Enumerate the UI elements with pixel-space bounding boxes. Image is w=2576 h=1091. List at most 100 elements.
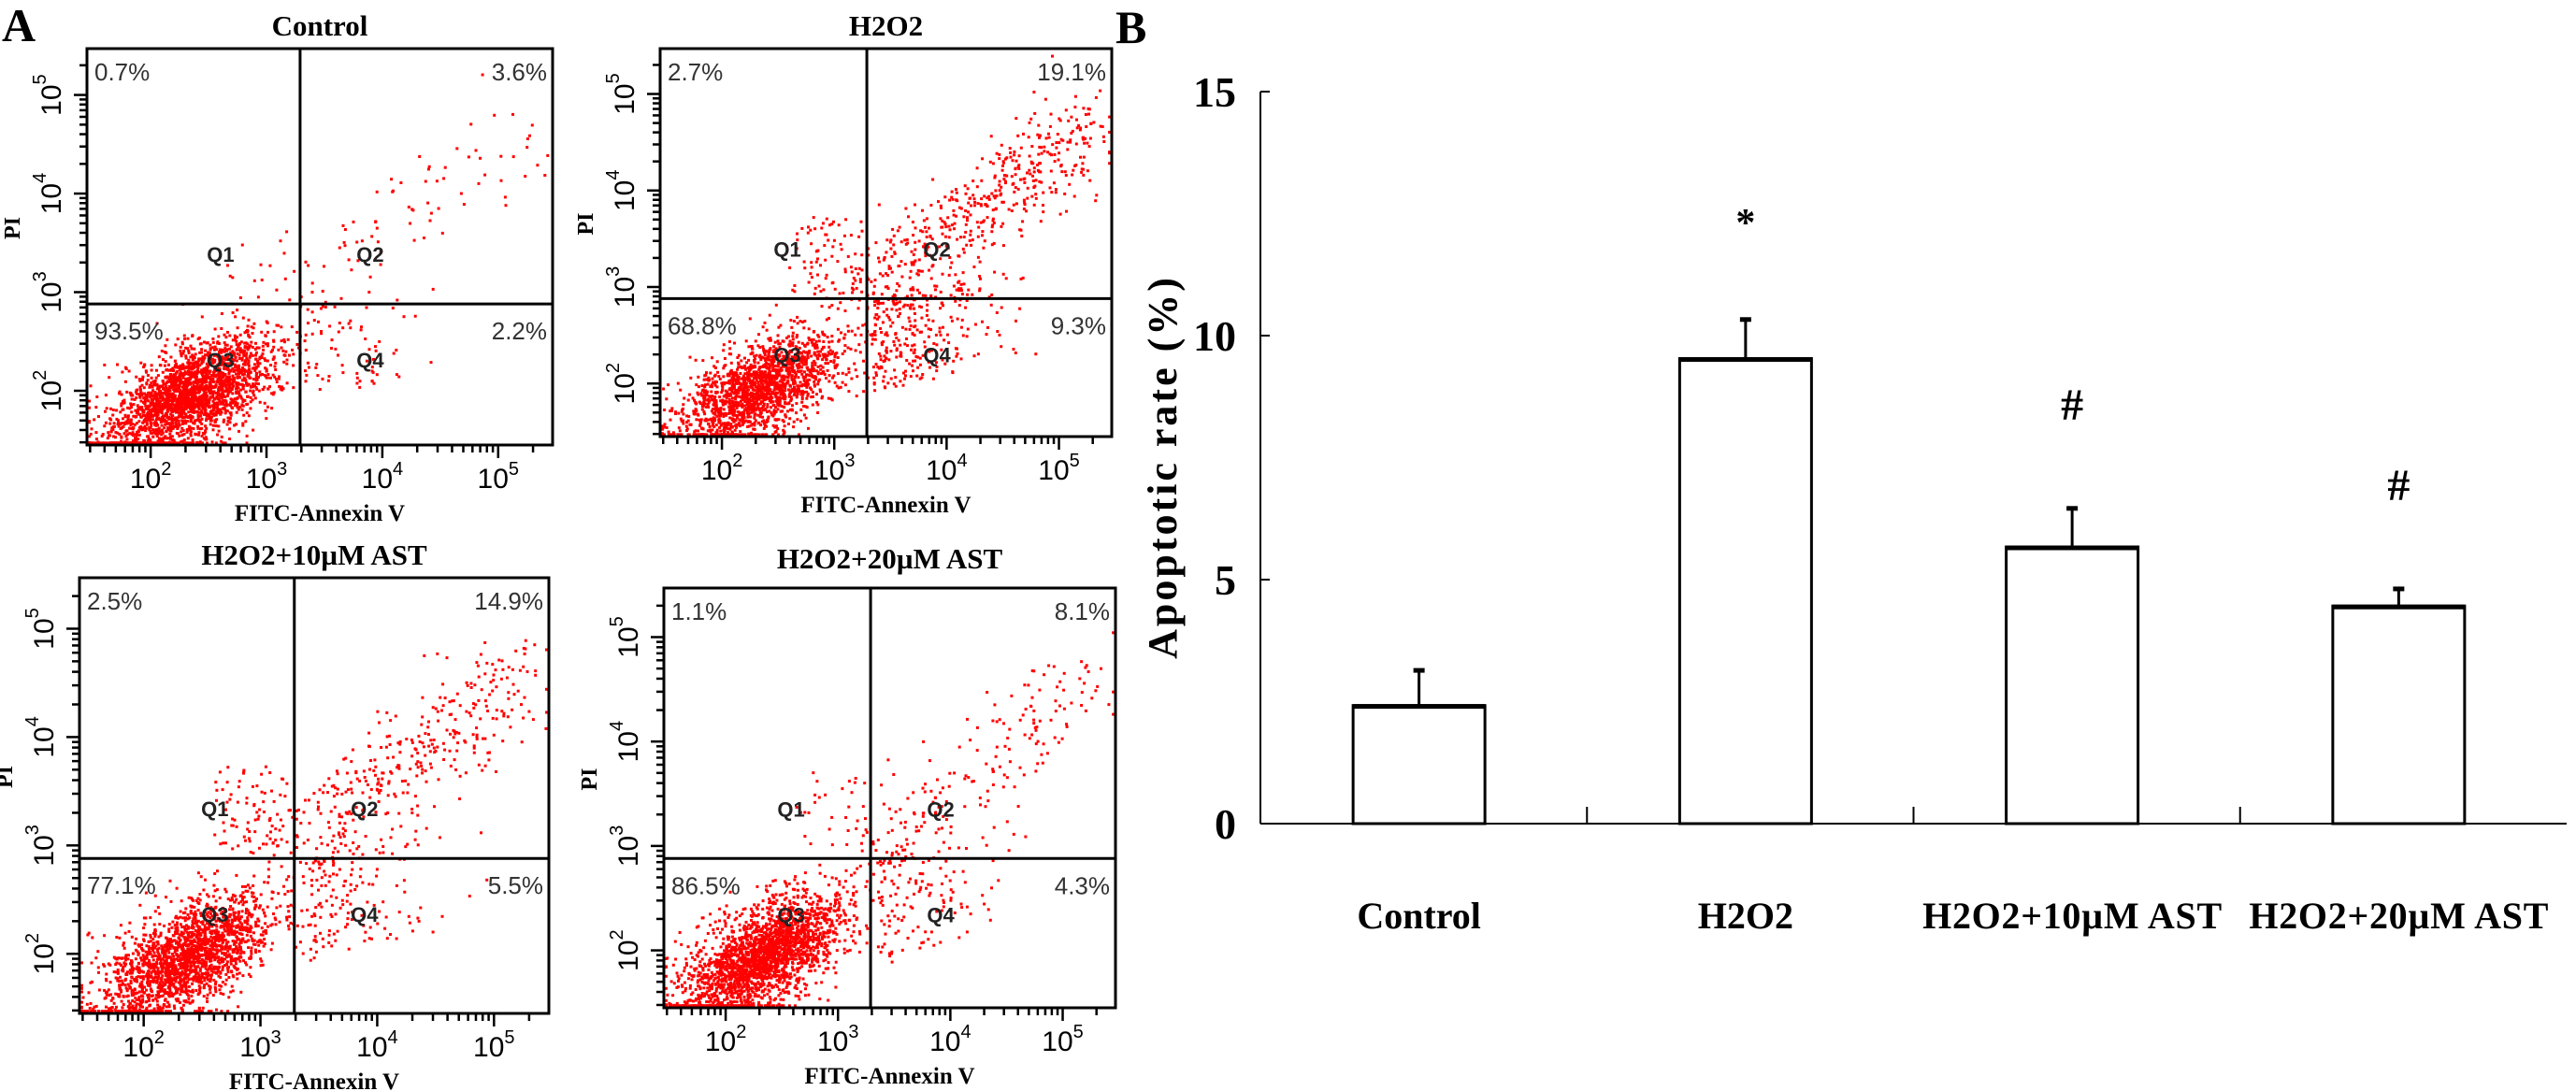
- event-dot: [242, 352, 245, 355]
- event-dot: [955, 214, 957, 218]
- event-dot: [899, 343, 902, 347]
- event-dot: [799, 369, 803, 373]
- event-dot: [668, 433, 671, 437]
- event-dot: [811, 375, 814, 379]
- event-dot: [499, 179, 503, 182]
- event-dot: [1082, 167, 1085, 171]
- event-dot: [192, 409, 195, 413]
- event-dot: [769, 347, 772, 351]
- event-dot: [737, 413, 741, 417]
- event-dot: [193, 347, 196, 351]
- event-dot: [699, 426, 703, 430]
- event-dot: [815, 346, 819, 350]
- event-dot: [682, 422, 685, 425]
- event-dot: [911, 332, 914, 335]
- event-dot: [483, 173, 487, 177]
- event-dot: [965, 243, 969, 247]
- event-dot: [762, 394, 766, 397]
- event-dot: [225, 409, 229, 412]
- event-dot: [423, 237, 425, 239]
- event-dot: [1094, 199, 1098, 203]
- event-dot: [235, 380, 238, 384]
- event-dot: [179, 349, 182, 352]
- event-dot: [826, 336, 829, 339]
- event-dot: [90, 441, 94, 445]
- event-dot: [705, 378, 709, 381]
- event-dot: [246, 383, 250, 387]
- event-dot: [1102, 140, 1106, 143]
- event-dot: [240, 403, 244, 407]
- event-dot: [117, 421, 120, 424]
- event-dot: [967, 288, 971, 292]
- event-dot: [175, 376, 179, 380]
- event-dot: [174, 366, 178, 369]
- event-dot: [138, 395, 142, 399]
- event-dot: [1007, 208, 1011, 211]
- event-dot: [189, 380, 193, 384]
- event-dot: [710, 397, 713, 401]
- event-dot: [170, 438, 174, 441]
- event-dot: [187, 366, 191, 370]
- event-dot: [226, 355, 229, 359]
- event-dot: [261, 373, 264, 376]
- event-dot: [202, 380, 205, 384]
- event-dot: [189, 427, 192, 431]
- event-dot: [144, 404, 148, 408]
- event-dot: [724, 364, 727, 367]
- event-dot: [939, 333, 943, 337]
- event-dot: [1081, 162, 1085, 165]
- event-dot: [710, 433, 713, 437]
- event-dot: [164, 382, 167, 386]
- event-dot: [144, 407, 148, 410]
- event-dot: [753, 376, 756, 380]
- event-dot: [1036, 164, 1040, 166]
- event-dot: [1087, 145, 1091, 148]
- event-dot: [846, 329, 850, 333]
- event-dot: [821, 395, 824, 398]
- event-dot: [206, 341, 209, 345]
- event-dot: [990, 192, 994, 195]
- event-dot: [131, 426, 135, 430]
- event-dot: [124, 366, 127, 369]
- event-dot: [950, 190, 954, 194]
- event-dot: [186, 383, 190, 387]
- event-dot: [899, 312, 901, 315]
- event-dot: [148, 428, 151, 432]
- event-dot: [429, 361, 433, 365]
- event-dot: [208, 398, 211, 402]
- event-dot: [787, 395, 791, 398]
- event-dot: [762, 402, 766, 406]
- event-dot: [1000, 345, 1003, 349]
- event-dot: [183, 403, 186, 407]
- event-dot: [165, 409, 169, 413]
- event-dot: [806, 356, 810, 360]
- event-dot: [769, 393, 772, 395]
- event-dot: [260, 356, 264, 359]
- event-dot: [169, 423, 172, 426]
- event-dot: [747, 358, 751, 362]
- event-dot: [326, 379, 330, 382]
- event-dot: [246, 375, 250, 378]
- event-dot: [1040, 146, 1043, 150]
- event-dot: [355, 376, 359, 380]
- event-dot: [139, 399, 143, 403]
- event-dot: [183, 389, 187, 393]
- event-dot: [754, 339, 757, 343]
- event-dot: [269, 350, 273, 353]
- event-dot: [760, 406, 764, 409]
- event-dot: [273, 365, 277, 368]
- event-dot: [238, 347, 242, 351]
- event-dot: [951, 197, 955, 201]
- event-dot: [235, 343, 238, 347]
- event-dot: [792, 320, 796, 323]
- event-dot: [929, 277, 933, 280]
- event-dot: [191, 388, 194, 392]
- event-dot: [1026, 171, 1029, 175]
- event-dot: [913, 343, 916, 347]
- event-dot: [232, 353, 236, 357]
- event-dot: [964, 230, 968, 234]
- event-dot: [745, 361, 749, 365]
- event-dot: [171, 380, 175, 384]
- event-dot: [222, 420, 225, 423]
- event-dot: [809, 272, 813, 276]
